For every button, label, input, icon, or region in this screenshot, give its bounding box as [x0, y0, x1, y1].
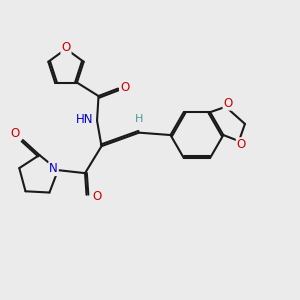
Text: O: O [61, 41, 70, 54]
Text: O: O [92, 190, 102, 203]
Text: N: N [49, 162, 58, 175]
Text: O: O [237, 138, 246, 151]
Text: O: O [120, 80, 129, 94]
Text: H: H [135, 114, 143, 124]
Text: O: O [224, 97, 233, 110]
Text: HN: HN [76, 112, 93, 126]
Text: O: O [11, 127, 20, 140]
